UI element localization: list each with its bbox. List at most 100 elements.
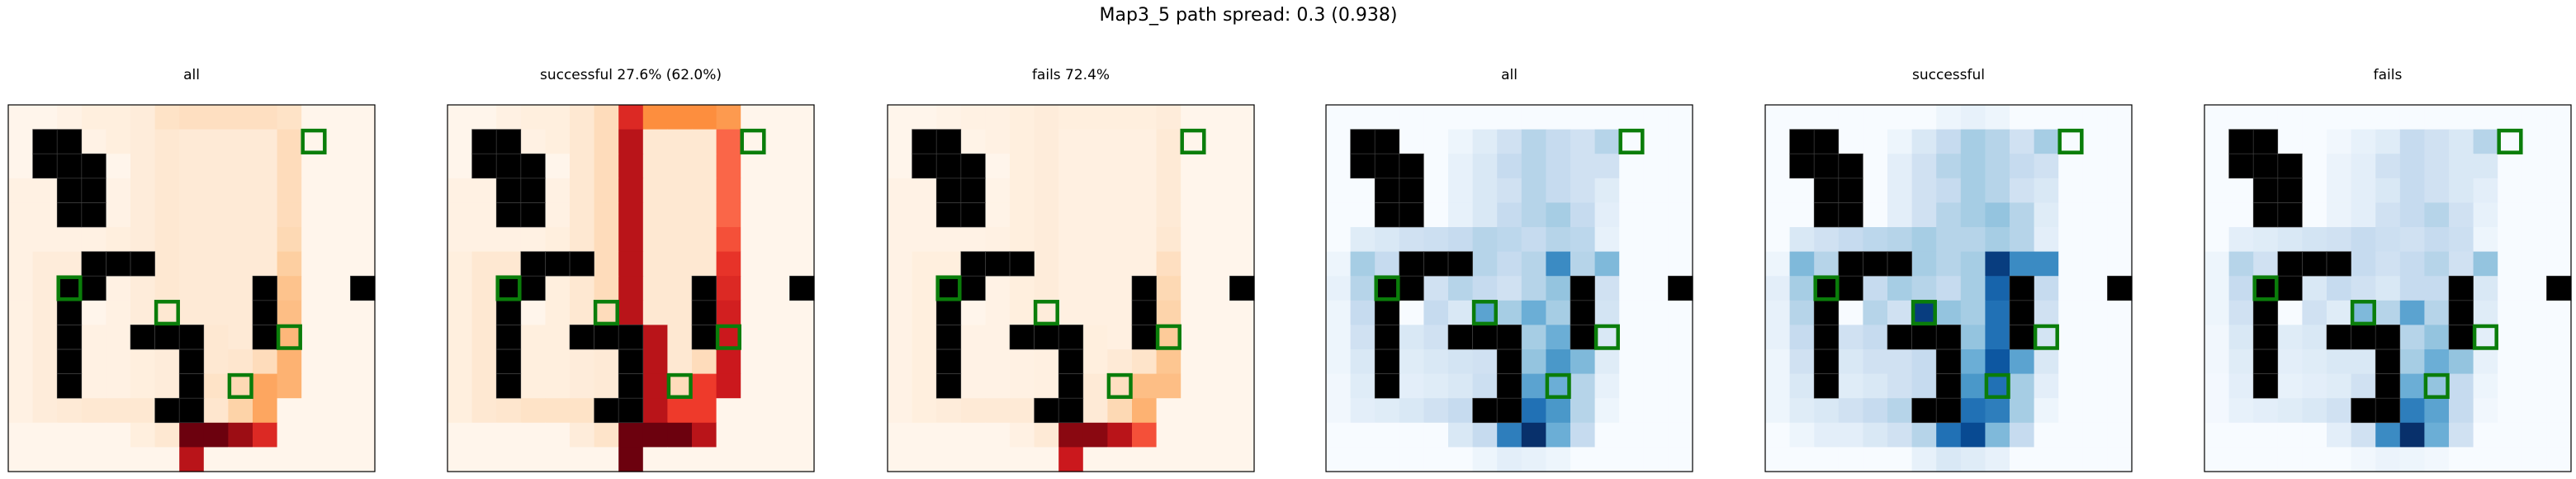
heat-cell — [57, 105, 83, 130]
heat-cell — [520, 349, 546, 375]
heat-cell — [2228, 447, 2254, 472]
wall-cell — [1887, 251, 1913, 277]
heat-cell — [1960, 178, 1986, 203]
heat-cell — [1594, 398, 1620, 424]
heat-cell — [81, 373, 107, 399]
waypoint-marker — [1374, 275, 1400, 301]
heat-cell — [716, 154, 741, 179]
waypoint-marker — [1618, 128, 1645, 154]
heat-cell — [1546, 447, 1571, 472]
heat-cell — [1643, 251, 1669, 277]
heat-cell — [1229, 373, 1255, 399]
waypoint-marker — [935, 275, 962, 301]
heat-cell — [2228, 276, 2254, 301]
heatmap-panel-4: all — [1325, 67, 1693, 472]
heat-cell — [228, 447, 253, 472]
heat-cell — [912, 373, 937, 399]
heat-cell — [1326, 129, 1352, 154]
heat-cell — [277, 373, 302, 399]
heat-cell — [2107, 154, 2133, 179]
wall-cell — [618, 349, 644, 375]
heat-cell — [1911, 129, 1937, 154]
heat-cell — [1668, 105, 1693, 130]
heat-cell — [594, 202, 619, 228]
heatmap-panel-2: successful 27.6% (62.0%) — [447, 67, 815, 472]
heat-cell — [2107, 349, 2133, 375]
heat-cell — [716, 349, 741, 375]
heat-cell — [325, 276, 351, 301]
heat-cell — [1887, 227, 1913, 253]
heat-cell — [1399, 325, 1424, 350]
heat-cell — [2058, 129, 2084, 154]
heat-cell — [32, 398, 58, 424]
wall-cell — [32, 129, 58, 154]
heat-cell — [228, 373, 253, 399]
heat-cell — [2010, 447, 2035, 472]
heat-cell — [1229, 178, 1255, 203]
heat-cell — [2399, 325, 2425, 350]
heat-cell — [81, 447, 107, 472]
heat-cell — [1546, 129, 1571, 154]
heat-cell — [2010, 251, 2035, 277]
heat-cell — [1010, 300, 1035, 325]
heat-cell — [642, 129, 668, 154]
heat-cell — [1229, 251, 1255, 277]
heat-cell — [81, 349, 107, 375]
heat-cell — [960, 105, 986, 130]
heat-cell — [1107, 129, 1133, 154]
heat-cell — [1594, 129, 1620, 154]
waypoint-marker — [2350, 300, 2376, 326]
heat-cell — [2424, 178, 2450, 203]
heat-cell — [1985, 276, 2010, 301]
heat-cell — [1814, 251, 1840, 277]
heat-cell — [1960, 202, 1986, 228]
heat-cell — [1058, 129, 1084, 154]
heat-cell — [32, 447, 58, 472]
heat-cell — [253, 202, 278, 228]
heat-cell — [2449, 373, 2474, 399]
heat-cell — [2522, 447, 2547, 472]
wall-cell — [520, 276, 546, 301]
heat-cell — [2058, 422, 2084, 448]
heat-cell — [1497, 251, 1522, 277]
heat-cell — [1448, 129, 1474, 154]
heat-cell — [1229, 398, 1255, 424]
heat-cell — [1058, 276, 1084, 301]
heat-cell — [2351, 373, 2376, 399]
wall-cell — [2277, 178, 2303, 203]
heat-cell — [594, 422, 619, 448]
heat-cell — [520, 105, 546, 130]
heat-cell — [2302, 300, 2327, 325]
wall-cell — [2253, 373, 2279, 399]
heat-cell — [667, 251, 693, 277]
heat-cell — [2010, 398, 2035, 424]
heat-cell — [1205, 349, 1230, 375]
wall-cell — [179, 349, 205, 375]
heat-cell — [1034, 276, 1059, 301]
heat-cell — [1205, 300, 1230, 325]
wall-cell — [2228, 129, 2254, 154]
heat-cell — [520, 373, 546, 399]
heat-cell — [228, 325, 253, 350]
heat-cell — [888, 202, 913, 228]
heat-cell — [1497, 105, 1522, 130]
heat-cell — [1082, 202, 1108, 228]
heat-cell — [2327, 373, 2352, 399]
wall-cell-outline — [1935, 397, 1962, 424]
heat-cell — [2302, 202, 2327, 228]
heat-cell — [1472, 105, 1498, 130]
heat-cell — [642, 105, 668, 130]
heat-cell — [667, 422, 693, 448]
heat-cell — [642, 373, 668, 399]
heat-cell — [765, 178, 790, 203]
heat-cell — [1497, 276, 1522, 301]
heat-cell — [1472, 447, 1498, 472]
waypoint-marker — [276, 324, 302, 350]
heat-cell — [350, 422, 376, 448]
heat-cell — [1205, 325, 1230, 350]
heat-cell — [716, 202, 741, 228]
heat-cell — [1156, 178, 1181, 203]
heat-cell — [1765, 349, 1791, 375]
heat-cell — [2546, 202, 2572, 228]
heat-cell — [325, 373, 351, 399]
